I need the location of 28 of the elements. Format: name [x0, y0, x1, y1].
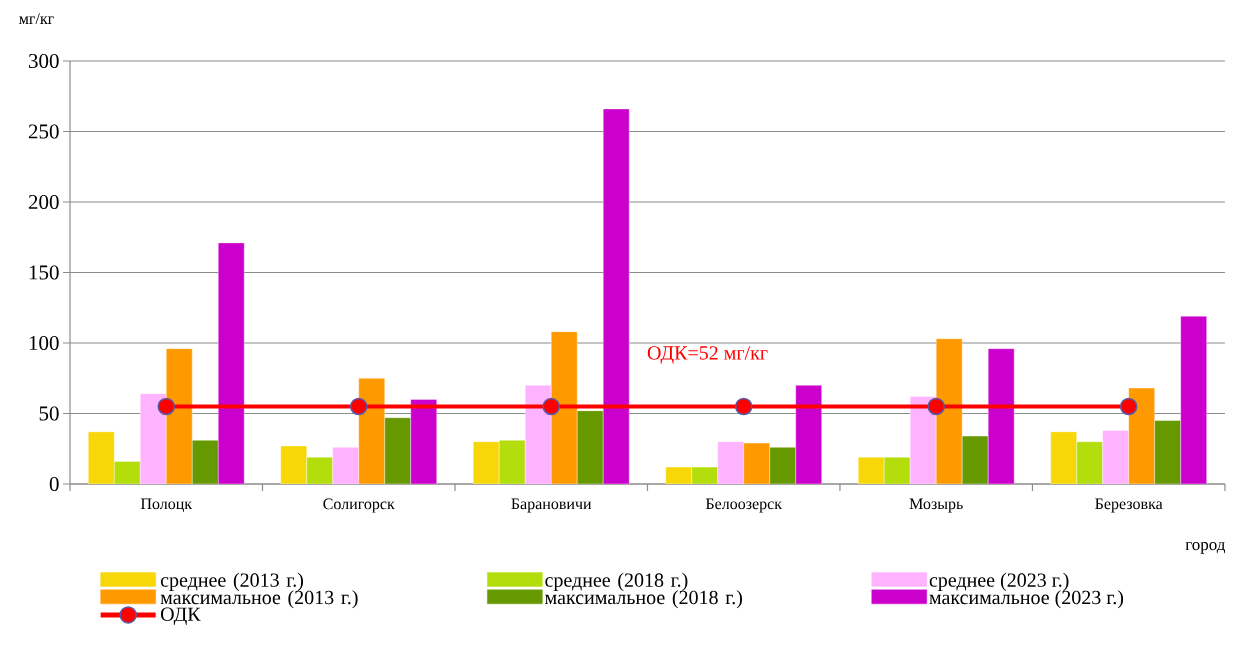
bar — [962, 435, 989, 484]
x-tick-label: Солигорск — [323, 498, 395, 513]
bar — [1154, 420, 1181, 484]
y-tick-label: 50 — [39, 406, 59, 421]
bar — [192, 440, 219, 484]
bar — [577, 410, 604, 484]
x-tick-label: Полоцк — [140, 498, 193, 513]
legend-label: среднее (2018 г.) — [545, 572, 688, 591]
y-tick-label: 250 — [28, 124, 59, 139]
x-tick-label: Березовка — [1095, 498, 1163, 513]
y-tick-label: 150 — [29, 265, 59, 280]
y-axis-title: мг/кг — [19, 13, 54, 25]
y-tick-label: 0 — [49, 476, 59, 492]
x-tick-label: Барановичи — [511, 498, 592, 513]
x-tick-label: Мозырь — [909, 498, 963, 513]
x-axis-title: город — [1185, 542, 1226, 554]
y-tick-label: 300 — [28, 53, 59, 69]
annotation: ОДК=52 мг/кг — [647, 346, 768, 364]
bar — [384, 417, 411, 484]
bar — [769, 447, 796, 484]
legend-label: ОДК — [160, 607, 201, 626]
y-tick-label: 100 — [29, 335, 59, 351]
y-tick-label: 200 — [28, 194, 59, 210]
legend-label: среднее (2013 г.) — [160, 572, 304, 591]
legend-label: среднее (2023 г.) — [929, 572, 1069, 591]
x-tick-label: Белоозерск — [705, 498, 783, 513]
legend-label: максимальное (2023 г.) — [929, 590, 1124, 609]
legend-label: максимальное (2018 г.) — [545, 590, 742, 609]
